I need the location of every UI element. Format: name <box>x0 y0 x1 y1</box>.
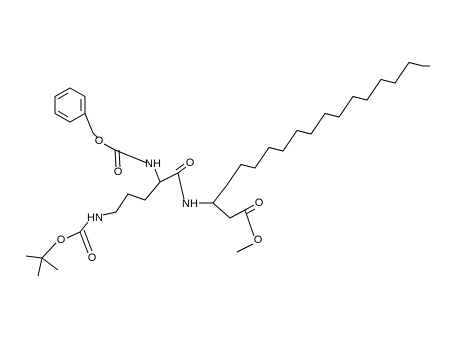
atom-label: O <box>254 234 263 246</box>
atom-label: NH <box>182 198 198 210</box>
atom-label: O <box>255 197 264 209</box>
bond <box>66 221 89 239</box>
bond <box>159 166 187 183</box>
bond <box>102 181 161 216</box>
bonds <box>25 61 430 277</box>
bond <box>177 172 185 200</box>
bond <box>57 110 69 118</box>
bond <box>37 257 43 277</box>
bond <box>244 209 255 237</box>
bond <box>103 143 148 164</box>
bond <box>245 208 256 215</box>
bond <box>83 229 93 252</box>
bond <box>154 168 161 183</box>
atom-label: O <box>88 252 97 264</box>
atom-label: O <box>186 157 195 169</box>
atom-label: O <box>114 166 123 178</box>
bond <box>25 255 43 259</box>
bond <box>79 231 89 254</box>
atom-label: NH <box>145 158 161 170</box>
bond <box>57 92 69 100</box>
benzene-ring <box>54 87 86 123</box>
bond <box>84 113 99 139</box>
atom-label: O <box>95 135 104 147</box>
bond <box>236 243 254 253</box>
alkyl-chain <box>226 61 430 186</box>
bond <box>114 149 117 168</box>
atom-label: HN <box>87 212 103 224</box>
bond <box>41 242 57 259</box>
bond <box>175 163 185 171</box>
bond <box>212 184 228 204</box>
atom-labels: O NH O O NH HN O O O O <box>57 135 264 264</box>
atom-label: O <box>57 234 66 246</box>
bond <box>118 149 121 168</box>
bond <box>41 257 59 271</box>
bond <box>212 202 255 219</box>
